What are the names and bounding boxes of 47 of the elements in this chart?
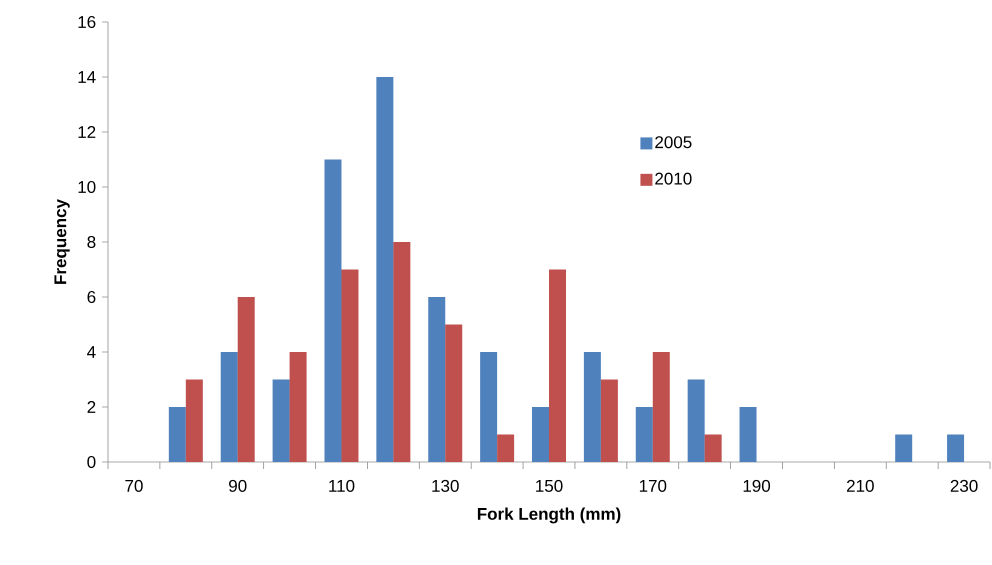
legend-label: 2010 [655,172,692,185]
x-axis-title: Fork Length (mm) [478,507,620,524]
bar [168,407,186,462]
bar [549,270,566,462]
x-tick-label: 170 [640,480,666,492]
y-tick-label: 4 [87,346,96,358]
bar [584,352,601,462]
x-tick-label: 110 [329,480,354,492]
x-tick-label: 230 [950,480,978,492]
y-tick-label: 6 [88,290,96,304]
bar [290,352,307,462]
bar [652,352,670,462]
y-tick-label: 0 [87,456,96,468]
y-axis-title: Frequency [54,199,70,284]
bar [600,380,618,462]
y-tick-label: 16 [78,16,96,28]
y-tick-label: 8 [87,236,96,248]
x-tick-label: 130 [432,480,459,492]
legend-label: 2005 [655,136,692,148]
x-tick-label: 150 [536,480,563,492]
bar [688,380,705,462]
bar [428,296,446,462]
y-tick-label: 2 [88,401,96,413]
bar [393,242,410,462]
bar [445,324,462,462]
y-tick-label: 12 [78,126,96,138]
bar [895,434,912,462]
bar [636,407,653,462]
x-tick-label: 190 [744,480,770,492]
bar [272,380,290,462]
bar [480,352,498,462]
bar [220,352,238,462]
bar [532,407,550,462]
bar [186,380,203,462]
x-tick-label: 90 [229,480,247,492]
bar [947,434,964,462]
bar [704,434,722,462]
y-tick-label: 14 [78,71,96,83]
bar [238,296,255,462]
bar [740,407,757,462]
bar [497,434,514,462]
bar [376,76,394,462]
bar [341,270,358,462]
x-tick-label: 210 [846,480,874,492]
y-tick-label: 10 [78,180,96,194]
x-tick-label: 70 [125,480,143,492]
bar [324,159,342,462]
